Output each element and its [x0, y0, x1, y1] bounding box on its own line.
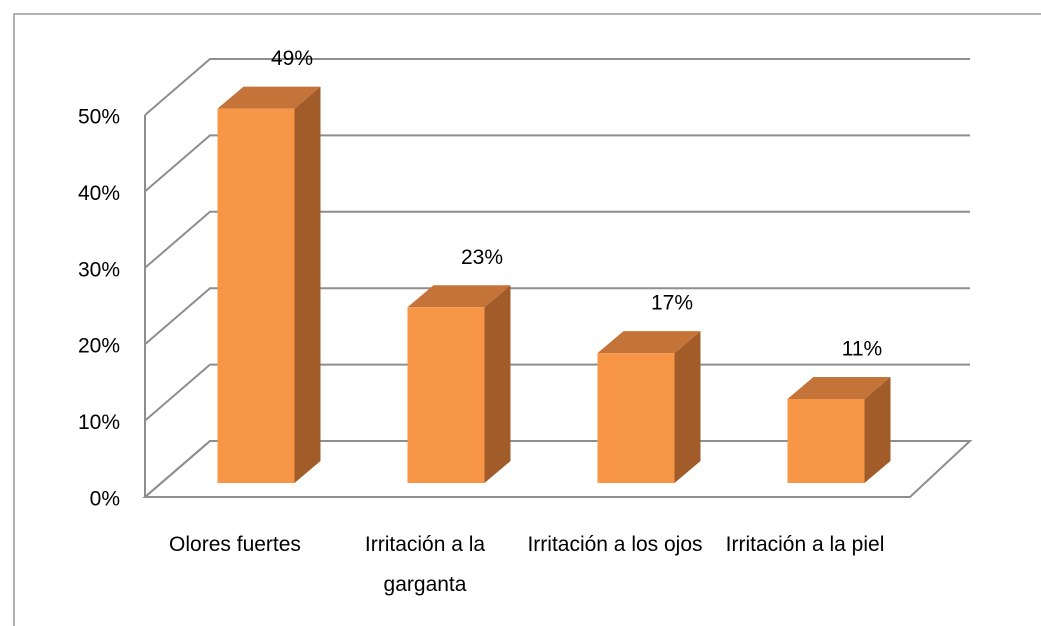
- y-tick-label: 30%: [78, 258, 120, 281]
- frame: [13, 13, 1041, 626]
- data-label: 17%: [651, 292, 693, 315]
- x-tick-label: Irritación a la piel: [725, 533, 885, 556]
- bar-top: [217, 86, 321, 109]
- grid-line: [144, 287, 970, 345]
- y-tick-label: 0%: [90, 488, 120, 511]
- bar-side: [864, 376, 891, 483]
- grid-line: [144, 134, 970, 193]
- bar-top: [787, 376, 891, 399]
- bar: [407, 307, 485, 483]
- bar-side: [484, 285, 511, 483]
- bar-top: [597, 331, 701, 354]
- data-label: 11%: [842, 338, 882, 361]
- bar-top: [407, 285, 511, 308]
- bar-side: [294, 86, 321, 483]
- bar: [217, 108, 295, 483]
- y-tick-label: 20%: [78, 335, 120, 358]
- x-tick-label: Irritación a los ojos: [527, 533, 703, 556]
- grid-line: [144, 210, 970, 269]
- bar-side: [674, 331, 701, 483]
- bar: [787, 398, 865, 483]
- x-tick-label: Irritación a la garganta: [364, 533, 486, 596]
- y-tick-label: 10%: [78, 411, 120, 434]
- grid-line: [144, 440, 970, 498]
- data-label: 23%: [461, 246, 503, 269]
- y-tick-label: 40%: [78, 182, 120, 205]
- bar: [597, 353, 675, 483]
- x-tick-label: Olores fuertes: [169, 533, 301, 556]
- y-tick-label: 50%: [78, 106, 120, 129]
- grid-line: [144, 363, 970, 422]
- data-label: 49%: [271, 47, 313, 70]
- grid-line: [144, 58, 970, 116]
